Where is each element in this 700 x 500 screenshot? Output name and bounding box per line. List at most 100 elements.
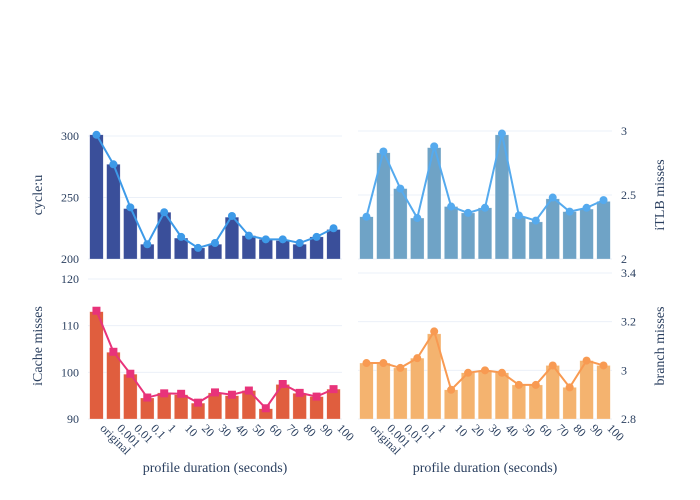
bar [376, 362, 391, 420]
bar [494, 372, 509, 420]
y-tick-label: 2.8 [621, 412, 636, 426]
x-tick-label: 100 [334, 421, 357, 444]
x-axis-title: profile duration (seconds) [413, 461, 558, 476]
bar [596, 201, 611, 260]
x-axis-title: profile duration (seconds) [143, 461, 288, 476]
data-point [464, 368, 473, 377]
bar [596, 365, 611, 420]
bar [410, 357, 425, 420]
bar [359, 216, 374, 260]
y-axis-title: cycle:u [31, 175, 46, 215]
data-point [109, 347, 118, 356]
data-point [599, 196, 608, 205]
bar [359, 362, 374, 420]
bar [511, 216, 526, 260]
data-point [126, 369, 135, 378]
data-point [312, 232, 321, 241]
bar [174, 394, 189, 420]
bar [528, 384, 543, 420]
data-point [379, 359, 388, 368]
data-point [447, 385, 456, 394]
data-point [194, 398, 203, 407]
y-tick-label: 200 [61, 252, 79, 266]
bar [410, 217, 425, 260]
data-point [92, 306, 101, 315]
y-tick-label: 2.5 [621, 188, 636, 202]
bar [477, 207, 493, 260]
data-point [194, 243, 203, 252]
bar [224, 395, 239, 420]
x-tick-label: 70 [284, 421, 302, 439]
x-tick-label: 20 [469, 421, 487, 439]
x-tick-label: 80 [571, 421, 589, 439]
bar [174, 237, 189, 260]
y-tick-label: 100 [61, 365, 79, 379]
data-point [362, 359, 371, 368]
data-point [295, 388, 304, 397]
data-point [531, 380, 540, 389]
x-tick-label: 90 [587, 421, 605, 439]
x-tick-label: 40 [503, 421, 521, 439]
bar [393, 188, 408, 260]
y-tick-label: 300 [61, 129, 79, 143]
x-tick-label: 10 [182, 421, 200, 439]
y-axis-title: iTLB misses [653, 159, 668, 230]
x-tick-label: 60 [267, 421, 285, 439]
bar [326, 229, 341, 260]
data-point [565, 383, 574, 392]
data-point [295, 239, 304, 248]
data-point [329, 385, 338, 394]
x-tick-label: 60 [537, 421, 555, 439]
y-tick-label: 250 [61, 191, 79, 205]
y-tick-label: 3 [621, 363, 627, 377]
bar [89, 134, 104, 260]
data-point [497, 368, 506, 377]
bar [393, 367, 408, 420]
bar [89, 311, 104, 420]
bar [579, 208, 594, 260]
x-tick-label: 10 [452, 421, 470, 439]
data-point [160, 208, 169, 217]
data-point [413, 354, 422, 363]
data-point [379, 147, 388, 156]
data-point [430, 142, 439, 151]
bar [207, 392, 223, 420]
bar [461, 212, 476, 260]
bar [511, 384, 526, 420]
data-point [481, 203, 489, 212]
data-point [396, 184, 405, 193]
data-point [396, 363, 405, 372]
data-point [211, 239, 219, 248]
bar [545, 365, 560, 420]
bar [528, 221, 543, 260]
data-point [177, 389, 186, 398]
x-tick-label: 50 [520, 421, 538, 439]
data-point [464, 208, 473, 217]
data-point [447, 202, 456, 211]
data-point [227, 390, 236, 399]
data-point [362, 212, 371, 221]
x-tick-label: 30 [216, 421, 234, 439]
data-point [514, 211, 523, 220]
y-axis-title: iCache misses [31, 306, 46, 386]
data-point [548, 361, 557, 370]
data-point [312, 392, 321, 401]
data-point [143, 240, 152, 249]
data-point [565, 207, 574, 216]
bar [106, 352, 121, 420]
data-point [244, 231, 253, 240]
bar [477, 370, 493, 420]
panel-cycle-u: 200 250 300 cycle:u [31, 129, 342, 266]
data-point [278, 235, 287, 244]
data-point [143, 393, 152, 402]
y-axis-title: branch misses [653, 307, 668, 386]
x-tick-label: 80 [301, 421, 319, 439]
data-point [160, 389, 169, 398]
bar [326, 388, 341, 420]
bar [292, 393, 307, 420]
x-tick-label: 70 [554, 421, 572, 439]
x-tick-label: 30 [486, 421, 504, 439]
y-tick-label: 3.4 [621, 266, 636, 280]
